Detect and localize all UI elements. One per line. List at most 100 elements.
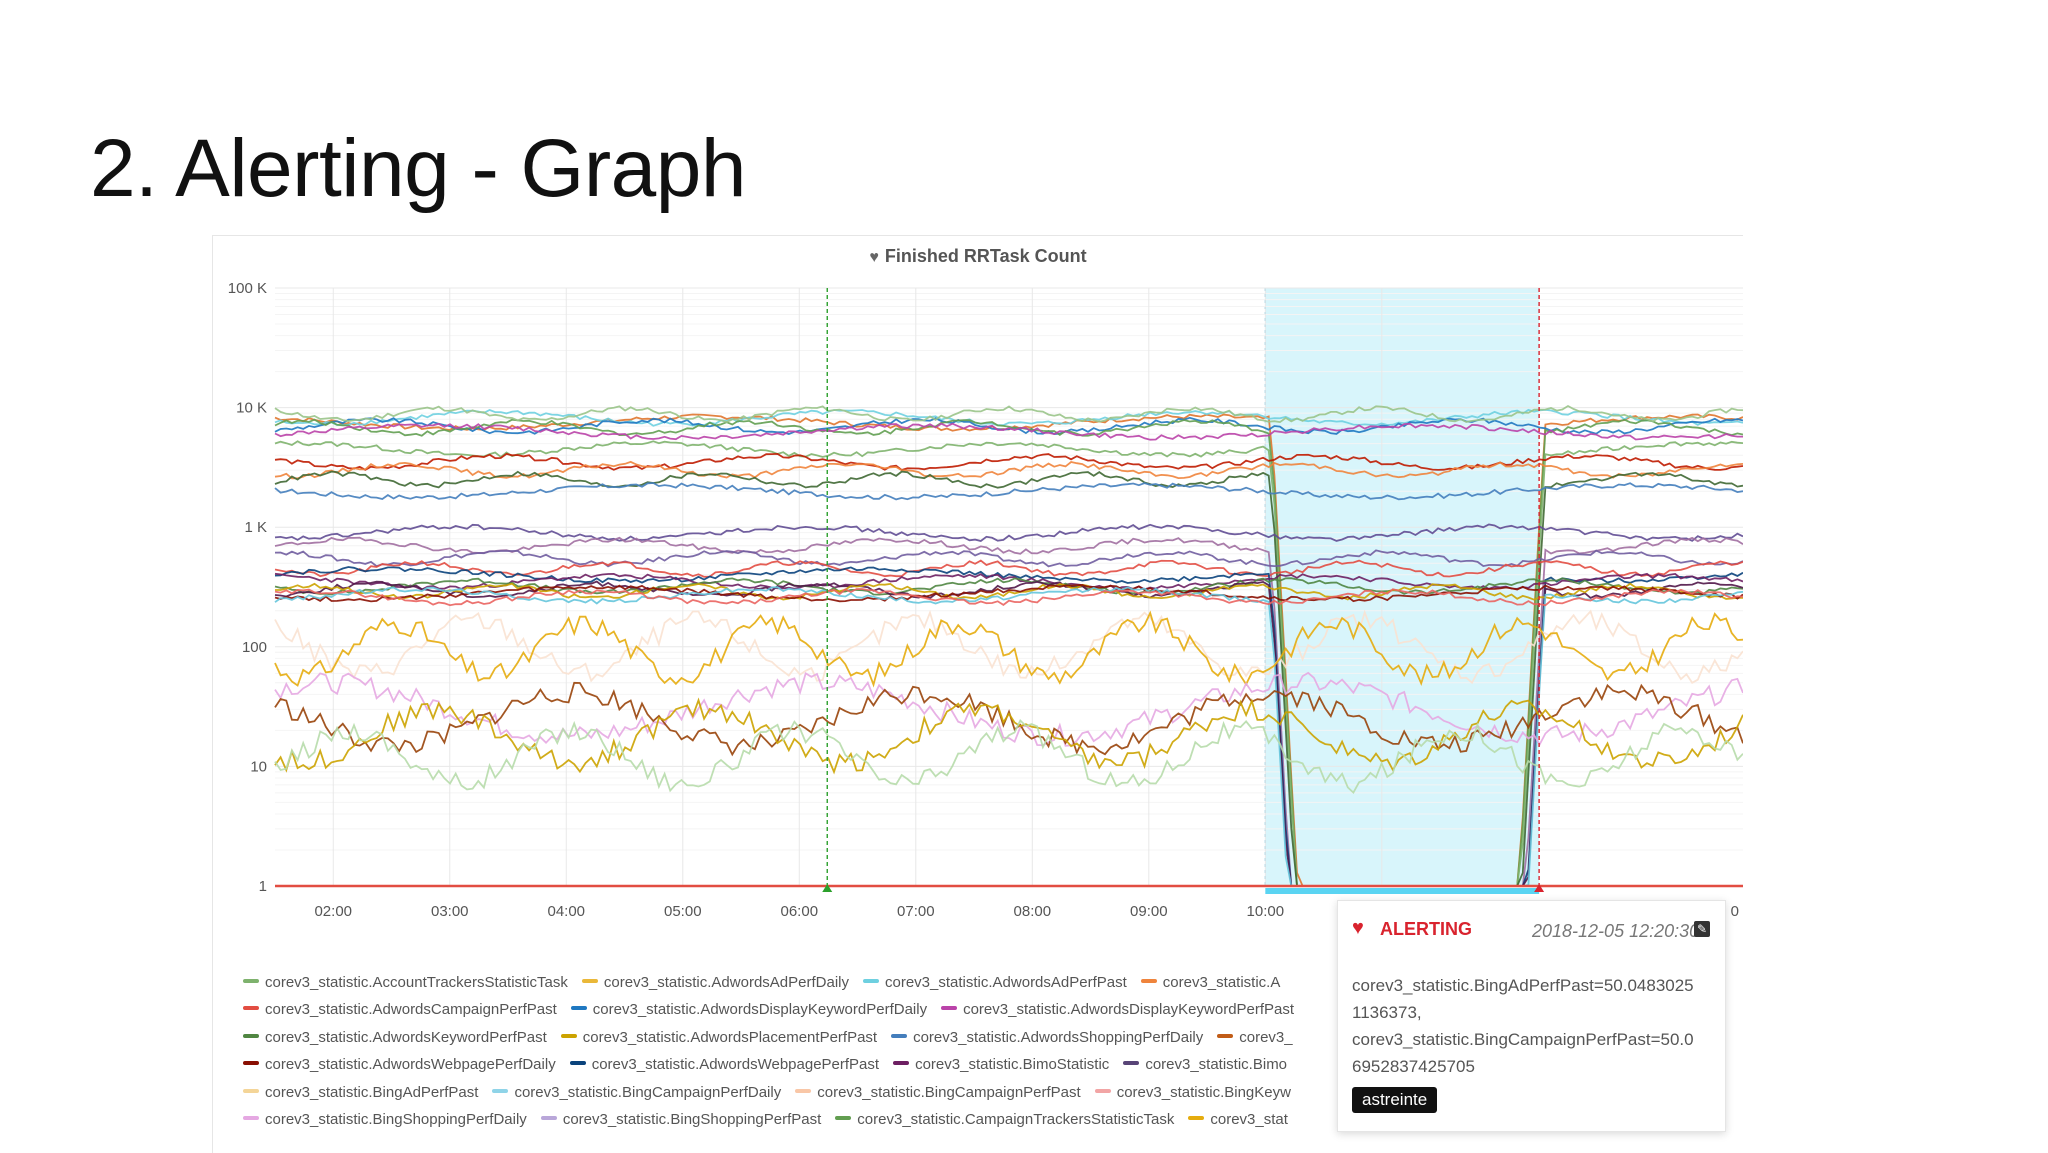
series-line bbox=[275, 582, 1743, 601]
alert-region-bar bbox=[1265, 888, 1540, 894]
legend-label: corev3_statistic.AdwordsShoppingPerfDail… bbox=[913, 1029, 1204, 1046]
legend-label: corev3_statistic.AccountTrackersStatisti… bbox=[265, 974, 568, 991]
legend-item[interactable]: corev3_statistic.Bimo bbox=[1123, 1056, 1287, 1073]
legend-swatch bbox=[893, 1061, 910, 1066]
series-line bbox=[274, 422, 1743, 441]
x-tick-label: 09:00 bbox=[1130, 903, 1168, 920]
legend-label: corev3_statistic.A bbox=[1162, 974, 1281, 991]
legend-row: corev3_statistic.AdwordsWebpagePerfDaily… bbox=[243, 1056, 1301, 1080]
legend-item[interactable]: corev3_statistic.AdwordsShoppingPerfDail… bbox=[891, 1029, 1203, 1046]
legend-swatch bbox=[560, 1034, 577, 1039]
series-line bbox=[274, 408, 1743, 427]
legend-item[interactable]: corev3_statistic.AdwordsCampaignPerfPast bbox=[243, 1001, 557, 1018]
legend-item[interactable]: corev3_statistic.AdwordsWebpagePerfDaily bbox=[243, 1056, 556, 1073]
legend-item[interactable]: corev3_statistic.BimoStatistic bbox=[893, 1056, 1109, 1073]
legend-swatch bbox=[569, 1061, 586, 1066]
y-tick-label: 1 bbox=[259, 878, 267, 895]
x-tick-label: 07:00 bbox=[897, 903, 935, 920]
legend-label: corev3_statistic.CampaignTrackersStatist… bbox=[857, 1111, 1175, 1128]
legend-swatch bbox=[941, 1006, 958, 1011]
legend-label: corev3_ bbox=[1239, 1029, 1293, 1046]
graph-panel: 1 10 100 1 K 10 K 100 K 02:00 03:00 04:00 05:00 06… bbox=[212, 235, 1743, 1153]
series-line bbox=[274, 523, 1743, 542]
legend-item[interactable]: corev3_statistic.A bbox=[1140, 974, 1281, 991]
x-tick-label: 0 bbox=[1731, 903, 1739, 920]
legend-item[interactable]: corev3_statistic.BingKeyw bbox=[1094, 1084, 1291, 1101]
series-line bbox=[274, 718, 1743, 795]
tooltip-line: corev3_statistic.BingCampaignPerfPast=50… bbox=[1352, 1030, 1694, 1049]
x-tick-label: 10:00 bbox=[1247, 903, 1285, 920]
legend-swatch bbox=[1123, 1061, 1140, 1066]
legend-item[interactable]: corev3_statistic.AdwordsDisplayKeywordPe… bbox=[941, 1001, 1294, 1018]
legend-item[interactable]: corev3_statistic.AdwordsAdPerfPast bbox=[863, 974, 1127, 991]
tooltip-line: 6952837425705 bbox=[1352, 1057, 1475, 1076]
panel-title[interactable]: ♥ Finished RRTask Count bbox=[213, 246, 1743, 267]
legend-label: corev3_statistic.AdwordsWebpagePerfDaily bbox=[265, 1056, 556, 1073]
series-line bbox=[274, 482, 1743, 501]
y-tick-label: 100 bbox=[242, 639, 267, 656]
y-tick-label: 100 K bbox=[228, 280, 267, 297]
legend-label: corev3_statistic.AdwordsWebpagePerfPast bbox=[591, 1056, 880, 1073]
ok-marker-triangle bbox=[822, 884, 833, 892]
legend-item[interactable]: corev3_statistic.AdwordsDisplayKeywordPe… bbox=[570, 1001, 928, 1018]
legend-swatch bbox=[795, 1089, 812, 1094]
legend-item[interactable]: corev3_statistic.AdwordsAdPerfDaily bbox=[581, 974, 849, 991]
tooltip-header: ♥ ALERTING 2018-12-05 12:20:30 ✎ bbox=[1352, 917, 1712, 945]
legend-swatch bbox=[581, 979, 598, 984]
legend-swatch bbox=[835, 1116, 852, 1121]
legend-item[interactable]: corev3_statistic.AdwordsWebpagePerfPast bbox=[569, 1056, 880, 1073]
legend-item[interactable]: corev3_statistic.AccountTrackersStatisti… bbox=[243, 974, 568, 991]
legend-row: corev3_statistic.AdwordsCampaignPerfPast… bbox=[243, 1001, 1308, 1025]
series-line bbox=[274, 549, 1743, 568]
x-tick-label: 06:00 bbox=[781, 903, 819, 920]
alert-tooltip: ♥ ALERTING 2018-12-05 12:20:30 ✎ corev3_… bbox=[1337, 900, 1726, 1132]
legend-label: corev3_statistic.BimoStatistic bbox=[915, 1056, 1110, 1073]
legend-swatch bbox=[243, 1006, 259, 1011]
legend-row: corev3_statistic.AccountTrackersStatisti… bbox=[243, 974, 1294, 998]
legend-label: corev3_statistic.AdwordsDisplayKeywordPe… bbox=[963, 1001, 1295, 1018]
series-line bbox=[274, 609, 1743, 685]
legend-swatch bbox=[570, 1006, 587, 1011]
legend-swatch bbox=[891, 1034, 908, 1039]
legend-item[interactable]: corev3_statistic.AdwordsKeywordPerfPast bbox=[243, 1029, 547, 1046]
legend-item[interactable]: corev3_statistic.AdwordsPlacementPerfPas… bbox=[560, 1029, 878, 1046]
panel-title-text: Finished RRTask Count bbox=[884, 246, 1087, 266]
legend-row: corev3_statistic.BingAdPerfPast corev3_st… bbox=[243, 1084, 1305, 1108]
legend-swatch bbox=[1188, 1116, 1205, 1121]
legend-item[interactable]: corev3_stat bbox=[1188, 1111, 1288, 1128]
legend-swatch bbox=[243, 979, 259, 984]
legend-label: corev3_statistic.AdwordsAdPerfDaily bbox=[603, 974, 849, 991]
legend-label: corev3_statistic.BingShoppingPerfPast bbox=[562, 1111, 822, 1128]
x-tick-label: 04:00 bbox=[547, 903, 585, 920]
legend-label: corev3_statistic.Bimo bbox=[1145, 1056, 1288, 1073]
series-line bbox=[274, 404, 1743, 424]
y-tick-label: 1 K bbox=[244, 519, 267, 536]
tooltip-line: corev3_statistic.BingAdPerfPast=50.04830… bbox=[1352, 976, 1694, 995]
legend-swatch bbox=[1217, 1034, 1234, 1039]
tooltip-line: 1136373, bbox=[1352, 1003, 1422, 1022]
legend-label: corev3_statistic.AdwordsAdPerfPast bbox=[885, 974, 1127, 991]
legend-label: corev3_statistic.BingCampaignPerfPast bbox=[817, 1084, 1081, 1101]
legend-item[interactable]: corev3_statistic.BingCampaignPerfDaily bbox=[492, 1084, 781, 1101]
alert-heart-icon: ♥ bbox=[1352, 917, 1364, 939]
legend-item[interactable]: corev3_statistic.BingShoppingPerfDaily bbox=[243, 1111, 527, 1128]
legend-item[interactable]: corev3_ bbox=[1217, 1029, 1293, 1046]
legend-label: corev3_statistic.AdwordsPlacementPerfPas… bbox=[582, 1029, 878, 1046]
tooltip-tag: astreinte bbox=[1352, 1087, 1438, 1113]
alert-marker-triangle bbox=[1534, 884, 1545, 892]
legend-swatch bbox=[243, 1116, 259, 1121]
legend-item[interactable]: corev3_statistic.CampaignTrackersStatist… bbox=[835, 1111, 1174, 1128]
legend-label: corev3_statistic.AdwordsDisplayKeywordPe… bbox=[592, 1001, 928, 1018]
series-line bbox=[274, 610, 1743, 688]
legend-item[interactable]: corev3_statistic.BingCampaignPerfPast bbox=[795, 1084, 1081, 1101]
alert-state: ALERTING bbox=[1380, 919, 1472, 939]
y-tick-label: 10 bbox=[250, 758, 267, 775]
legend-label: corev3_stat bbox=[1210, 1111, 1288, 1128]
series-line bbox=[274, 681, 1743, 757]
legend-row: corev3_statistic.BingShoppingPerfDaily co… bbox=[243, 1111, 1302, 1135]
edit-icon[interactable]: ✎ bbox=[1694, 921, 1710, 937]
legend-item[interactable]: corev3_statistic.BingShoppingPerfPast bbox=[540, 1111, 822, 1128]
legend-swatch bbox=[492, 1089, 509, 1094]
legend-swatch bbox=[1094, 1089, 1111, 1094]
legend-item[interactable]: corev3_statistic.BingAdPerfPast bbox=[243, 1084, 478, 1101]
